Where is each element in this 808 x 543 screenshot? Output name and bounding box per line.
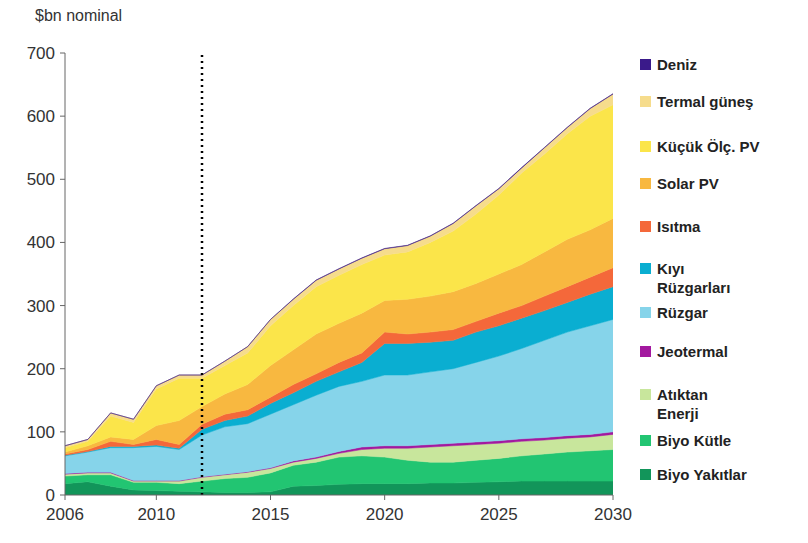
y-tick	[60, 242, 65, 243]
area	[65, 94, 613, 448]
x-tick	[156, 495, 157, 500]
x-tick-label: 2020	[366, 505, 404, 524]
legend-label: Termal güneş	[657, 93, 753, 110]
legend-swatch	[640, 178, 651, 189]
legend-label: Isıtma	[657, 218, 701, 235]
legend-label: Solar PV	[657, 175, 719, 192]
plot-area	[65, 53, 613, 495]
legend-swatch	[640, 221, 651, 232]
y-tick-label: 300	[27, 297, 55, 316]
x-axis	[65, 495, 613, 496]
legend-label: Biyo Yakıtlar	[657, 466, 747, 483]
y-tick-label: 200	[27, 360, 55, 379]
x-tick	[498, 495, 499, 500]
y-tick	[60, 368, 65, 369]
legend-swatch	[640, 435, 651, 446]
legend-label: Kıyı Rüzgarları	[657, 260, 730, 296]
legend-label: Jeotermal	[657, 343, 728, 360]
x-tick	[384, 495, 385, 500]
x-tick	[613, 495, 614, 500]
legend: Deniz Termal güneş Küçük Ölç. PV Solar PV Is…	[640, 56, 760, 483]
legend-label: Küçük Ölç. PV	[657, 138, 760, 155]
x-tick-label: 2015	[252, 505, 290, 524]
background	[0, 0, 808, 543]
legend-swatch	[640, 59, 651, 70]
y-tick	[60, 179, 65, 180]
x-tick	[270, 495, 271, 500]
reference-line	[201, 53, 204, 495]
y-tick-label: 500	[27, 170, 55, 189]
y-tick	[60, 431, 65, 432]
x-tick-label: 2025	[480, 505, 518, 524]
area	[65, 94, 613, 446]
y-tick-label: 600	[27, 107, 55, 126]
legend-swatch	[640, 307, 651, 318]
legend-swatch	[640, 263, 651, 274]
x-tick-label: 2030	[594, 505, 632, 524]
y-axis	[65, 53, 66, 495]
chart: 0 100 200 300 400 500 600 700 2006 2010 2015 2020 20…	[0, 0, 808, 543]
y-tick-label: 0	[46, 486, 55, 505]
legend-swatch	[640, 469, 651, 480]
legend-swatch	[640, 346, 651, 357]
y-tick	[60, 53, 65, 54]
y-tick	[60, 116, 65, 117]
legend-swatch	[640, 141, 651, 152]
legend-label: Atıktan Enerji	[657, 386, 712, 422]
y-tick	[60, 495, 65, 496]
legend-label: Rüzgar	[657, 304, 708, 321]
y-axis-label: $bn nominal	[35, 7, 122, 24]
y-tick-label: 400	[27, 233, 55, 252]
legend-label: Deniz	[657, 56, 697, 73]
y-tick-label: 100	[27, 423, 55, 442]
x-tick-label: 2010	[137, 505, 175, 524]
x-tick	[65, 495, 66, 500]
y-tick-label: 700	[27, 44, 55, 63]
x-tick-label: 2006	[46, 505, 84, 524]
legend-swatch	[640, 96, 651, 107]
legend-label: Biyo Kütle	[657, 432, 731, 449]
y-tick	[60, 305, 65, 306]
legend-swatch	[640, 389, 651, 400]
